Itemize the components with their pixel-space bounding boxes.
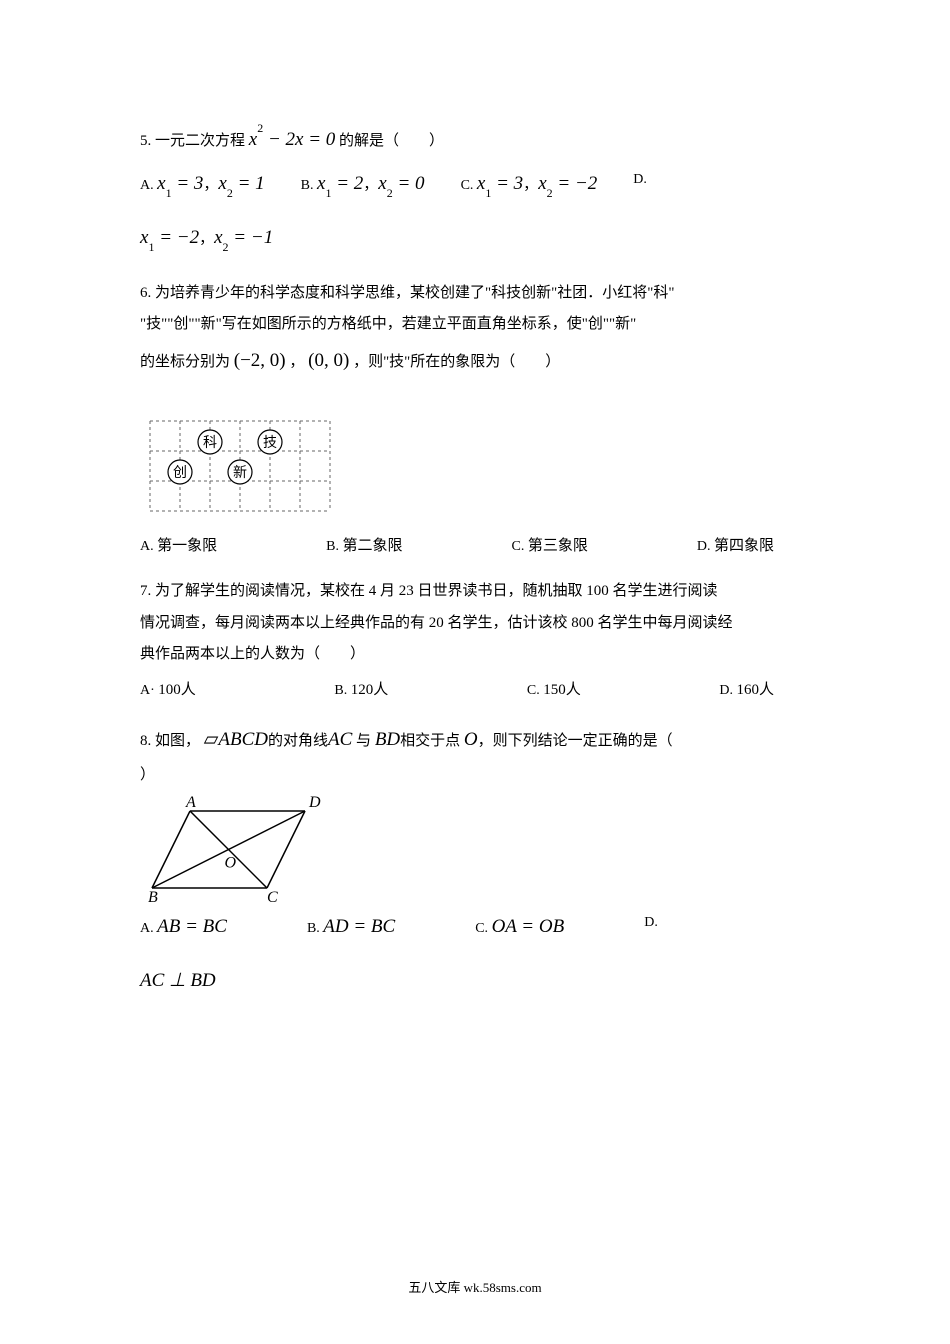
q7-line1: 7. 为了解学生的阅读情况，某校在 4 月 23 日世界读书日，随机抽取 100…	[140, 576, 810, 608]
q6-line2: "技""创""新"写在如图所示的方格纸中，若建立平面直角坐标系，使"创""新"	[140, 309, 810, 341]
q5-stem: 5. 一元二次方程 x2 − 2x = 0 的解是（ ）	[140, 120, 810, 160]
q6-coord2: (0, 0)	[308, 354, 349, 370]
q6-opt-c: C. 第三象限	[512, 531, 588, 563]
svg-text:A: A	[185, 794, 196, 811]
q7-line2: 情况调查，每月阅读两本以上经典作品的有 20 名学生，估计该校 800 名学生中…	[140, 608, 810, 640]
q7-opt-c: C. 150人	[527, 675, 581, 707]
q8-options: A. AB = BC B. AD = BC C. OA = OB D.	[140, 907, 810, 947]
q5-opt-a: A. x1 = 3，x2 = 1	[140, 164, 265, 204]
q5-opt-d: D.	[633, 164, 647, 204]
svg-text:D: D	[308, 794, 321, 811]
q8-opt-d: D.	[644, 907, 658, 947]
q6-line3-prefix: 的坐标分别为	[140, 354, 230, 370]
q8-prefix: 8. 如图，	[140, 733, 200, 749]
svg-text:创: 创	[173, 465, 187, 481]
q6-line3-suffix: ，则"技"所在的象限为（ ）	[353, 354, 560, 370]
q6-line3: 的坐标分别为 (−2, 0) ， (0, 0) ，则"技"所在的象限为（ ）	[140, 341, 810, 381]
q8-mid: ▱ABCD的对角线AC 与 BD相交于点 O，则下列结论一定正确的是（	[204, 733, 673, 749]
q7-options: A· 100人 B. 120人 C. 150人 D. 160人	[140, 675, 810, 707]
svg-text:B: B	[148, 889, 158, 903]
q8-opt-b: B. AD = BC	[307, 907, 395, 947]
q5-opt-c: C. x1 = 3，x2 = −2	[461, 164, 598, 204]
q6-coord1: (−2, 0)	[234, 354, 286, 370]
svg-text:新: 新	[233, 465, 247, 481]
q8-opt-d-line2: AC ⊥ BD	[140, 961, 810, 1001]
q8-stem-line1: 8. 如图， ▱ABCD的对角线AC 与 BD相交于点 O，则下列结论一定正确的…	[140, 720, 810, 760]
q8-stem-line2: ）	[140, 760, 810, 792]
q6-opt-b: B. 第二象限	[326, 531, 402, 563]
q5-opt-b: B. x1 = 2，x2 = 0	[301, 164, 425, 204]
q5-options: A. x1 = 3，x2 = 1 B. x1 = 2，x2 = 0 C. x1 …	[140, 164, 810, 204]
q5-suffix: 的解是（ ）	[339, 133, 444, 149]
q6-coord-sep: ，	[289, 354, 304, 370]
q5-opt-d-line2: x1 = −2，x2 = −1	[140, 218, 810, 258]
q6-options: A. 第一象限 B. 第二象限 C. 第三象限 D. 第四象限	[140, 531, 810, 563]
q8-diagram: A B C D O	[140, 793, 810, 903]
q6-grid-figure: 科 技创 新	[140, 409, 810, 519]
q7-opt-b: B. 120人	[334, 675, 388, 707]
svg-text:C: C	[267, 889, 278, 903]
q5-prefix: 5. 一元二次方程	[140, 133, 245, 149]
page-content: 5. 一元二次方程 x2 − 2x = 0 的解是（ ） A. x1 = 3，x…	[0, 0, 950, 1001]
svg-text:技: 技	[263, 435, 277, 451]
q6-opt-a: A. 第一象限	[140, 531, 217, 563]
q8-diagram-svg: A B C D O	[140, 793, 330, 903]
q6-line1: 6. 为培养青少年的科学态度和科学思维，某校创建了"科技创新"社团．小红将"科"	[140, 278, 810, 310]
q7-line3: 典作品两本以上的人数为（ ）	[140, 639, 810, 671]
svg-text:科: 科	[203, 435, 217, 451]
svg-text:O: O	[225, 855, 237, 872]
q7-opt-a: A· 100人	[140, 675, 196, 707]
q6-grid-svg: 科 技创 新	[140, 409, 340, 519]
q7-opt-d: D. 160人	[719, 675, 774, 707]
page-footer: 五八文库 wk.58sms.com	[0, 1277, 950, 1296]
q6-opt-d: D. 第四象限	[697, 531, 774, 563]
q5-equation: x2 − 2x = 0	[249, 133, 336, 149]
q8-opt-c: C. OA = OB	[475, 907, 564, 947]
q8-opt-a: A. AB = BC	[140, 907, 227, 947]
